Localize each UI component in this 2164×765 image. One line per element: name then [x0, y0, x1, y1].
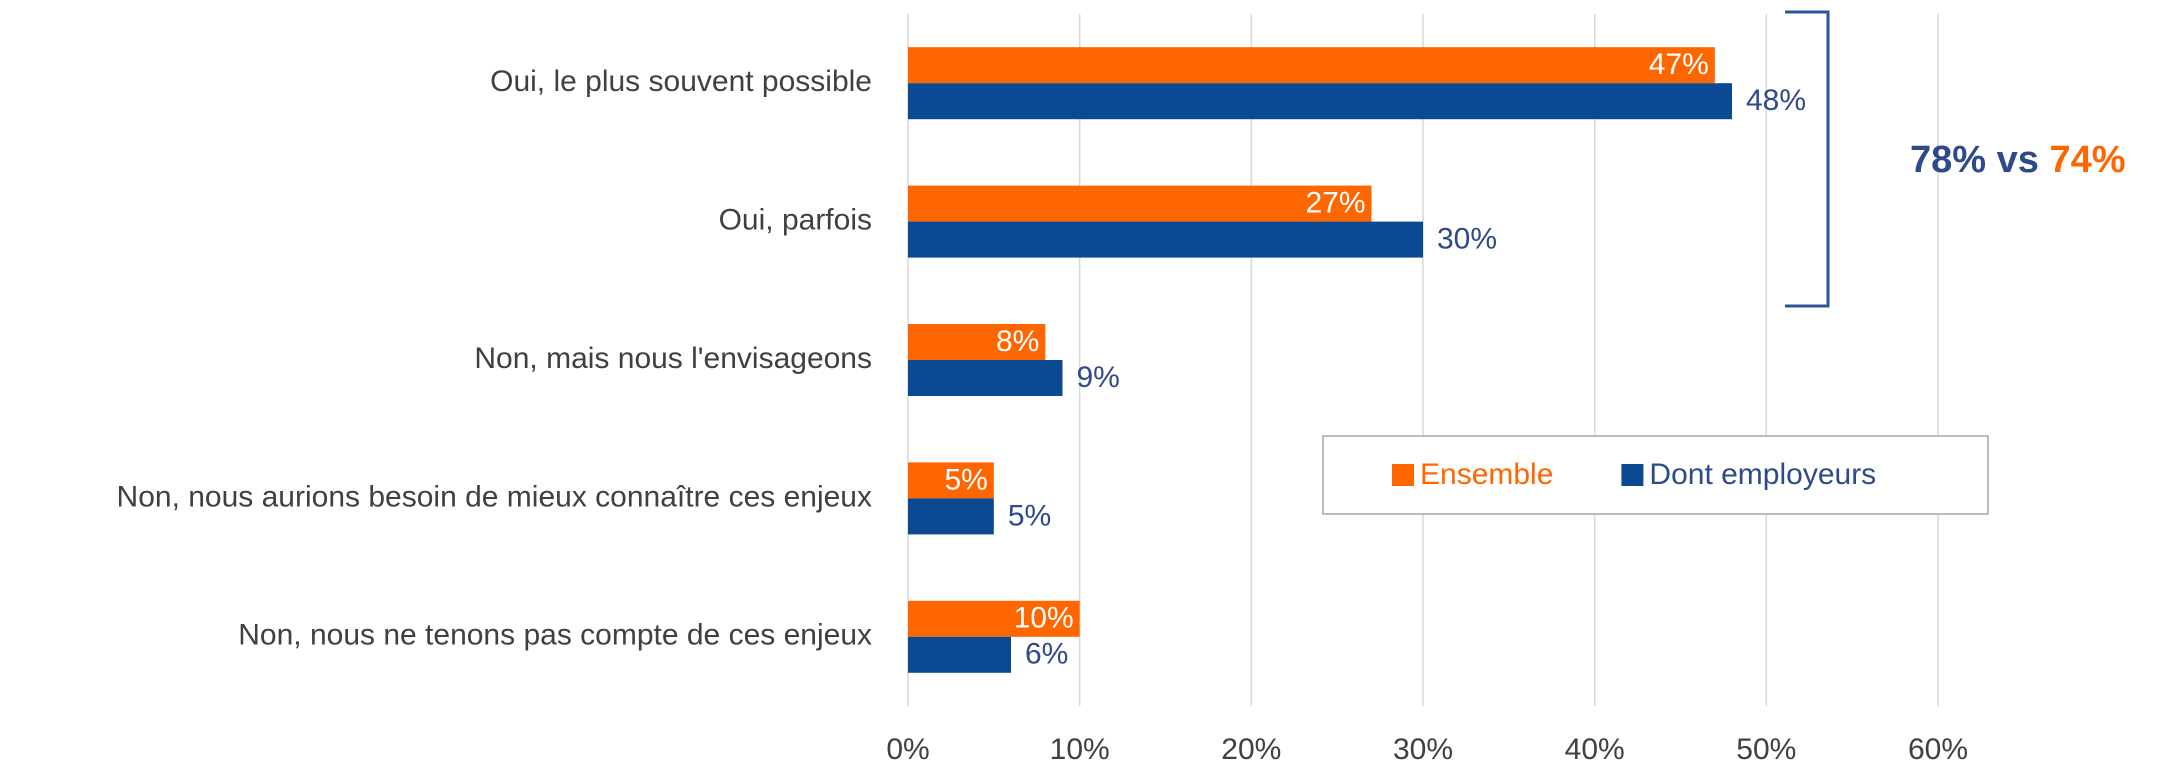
x-tick-label: 30%: [1393, 733, 1453, 765]
data-label: 6%: [1025, 638, 1068, 671]
annotation: 78% vs 74%: [1910, 139, 2126, 181]
y-tick-label: Oui, le plus souvent possible: [490, 65, 872, 98]
data-label: 30%: [1437, 223, 1497, 256]
legend-label: Ensemble: [1420, 458, 1553, 491]
legend-box: [1322, 435, 1989, 515]
bar: [908, 600, 1080, 637]
y-tick-label: Non, nous aurions besoin de mieux connaî…: [117, 480, 872, 513]
annotation-part: vs: [1997, 139, 2039, 181]
legend-swatch: [1621, 464, 1644, 486]
bar: [908, 360, 1063, 396]
x-tick-label: 60%: [1908, 733, 1968, 765]
annotation-part: 78%: [1910, 139, 1986, 181]
data-label: 10%: [1014, 602, 1074, 635]
x-tick-label: 10%: [1050, 733, 1110, 765]
x-tick-label: 20%: [1221, 733, 1281, 765]
data-label: 27%: [1305, 187, 1365, 220]
bar: [908, 636, 1011, 673]
bar: [908, 324, 1046, 360]
y-tick-label: Non, mais nous l'envisageons: [474, 342, 872, 375]
bracket: [1785, 10, 1830, 308]
data-label: 48%: [1746, 84, 1806, 117]
y-tick-label: Oui, parfois: [719, 204, 872, 237]
x-tick-label: 40%: [1565, 733, 1625, 765]
legend-label: Dont employeurs: [1649, 458, 1876, 491]
x-tick-label: 0%: [886, 733, 929, 765]
annotation-part: 74%: [2049, 139, 2125, 181]
bar: [908, 83, 1732, 120]
bar: [908, 47, 1715, 84]
data-label: 5%: [944, 463, 987, 496]
x-tick-label: 50%: [1736, 733, 1796, 765]
data-label: 5%: [1008, 499, 1051, 532]
data-label: 9%: [1077, 361, 1120, 394]
data-label: 47%: [1649, 48, 1709, 81]
legend-swatch: [1392, 464, 1414, 486]
bar: [908, 185, 1372, 222]
y-tick-label: Non, nous ne tenons pas compte de ces en…: [238, 619, 872, 652]
bar: [908, 498, 994, 535]
bar: [908, 221, 1423, 258]
bar: [908, 462, 994, 499]
data-label: 8%: [996, 325, 1039, 358]
